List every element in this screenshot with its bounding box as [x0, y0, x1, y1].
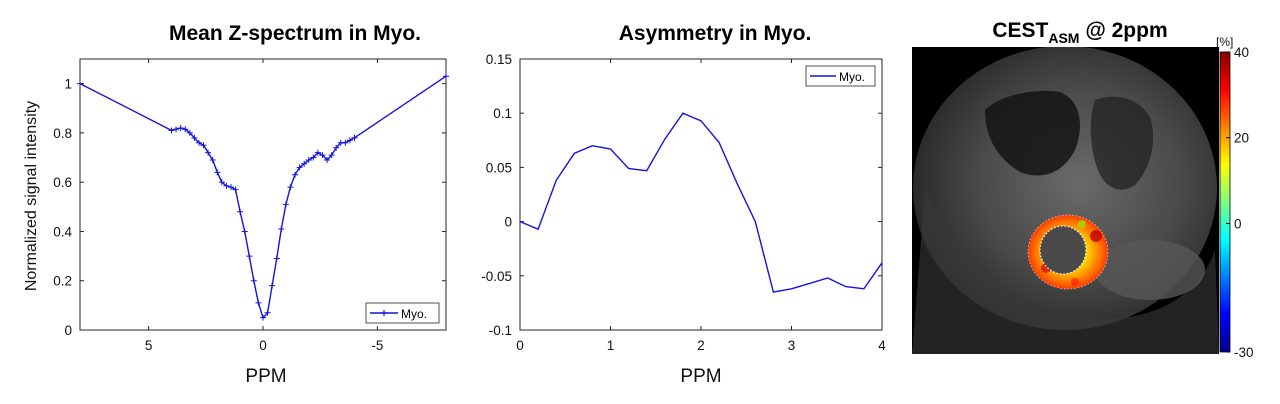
colorbar-unit: [%]: [1216, 35, 1233, 49]
chart1-data-point: [232, 186, 239, 193]
lv-cavity: [1039, 225, 1087, 275]
chart1-data-point: [314, 149, 321, 156]
cest-map-panel: CESTASM @ 2ppm [%] 40 20 0 -30: [912, 19, 1254, 360]
chart1-data-point: [305, 157, 312, 164]
chart1-plot-area: [79, 58, 447, 331]
chart2-x-axis-title: PPM: [680, 366, 721, 387]
chart1-data-point: [255, 299, 262, 306]
myocardium-hotspot: [1090, 230, 1102, 242]
chart1-legend-marker: [381, 310, 387, 316]
asymmetry-chart: Asymmetry in Myo. 0 1 2 3 4 -0.1 -0.05 0 0.05 0.1…: [481, 22, 886, 387]
chart1-legend-box: [365, 302, 440, 324]
chart2-x-tick-label: 1: [607, 338, 615, 353]
chart1-data-point: [287, 184, 294, 191]
chart2-y-tick-label: 0: [504, 215, 512, 230]
chart1-data-point: [282, 201, 289, 208]
chart1-y-tick-label: 0.4: [53, 224, 72, 239]
mri-lung-right: [1090, 96, 1154, 190]
chart1-y-tick-label: 0.6: [53, 175, 72, 190]
chart1-data-point: [200, 142, 207, 149]
chart2-x-tick-label: 2: [697, 338, 705, 353]
chart1-data-point: [342, 139, 349, 146]
chart1-x-tick-label: 5: [145, 338, 153, 353]
chart1-data-point: [214, 169, 221, 176]
cest-map-title: CESTASM @ 2ppm: [992, 19, 1167, 46]
chart1-data-point: [324, 157, 331, 164]
chart1-data-point: [269, 282, 276, 289]
chart1-y-tick-label: 0: [64, 323, 72, 338]
chart1-title: Mean Z-spectrum in Myo.: [169, 22, 421, 45]
chart1-data-point: [328, 152, 335, 159]
chart1-data-point: [168, 127, 175, 134]
chart2-title: Asymmetry in Myo.: [619, 22, 812, 45]
mri-chest-wall: [912, 190, 1219, 354]
chart1-data-point: [246, 253, 253, 260]
chart2-legend: Myo.: [805, 65, 876, 87]
chart1-y-tick-label: 0.2: [53, 274, 72, 289]
chart1-data-point: [77, 80, 83, 87]
mri-liver: [1095, 240, 1205, 300]
chart1-data-point: [191, 134, 198, 141]
chart1-data-point: [173, 126, 180, 133]
chart1-data-point: [177, 124, 184, 131]
chart1-data-point: [241, 228, 248, 235]
chart1-data-point: [346, 137, 353, 144]
chart1-data-point: [278, 225, 285, 232]
chart1-data-point: [195, 139, 202, 146]
chart1-data-point: [296, 164, 303, 171]
mri-image: [912, 47, 1219, 354]
chart2-x-tick-label: 0: [516, 338, 524, 353]
chart1-data-point: [250, 277, 257, 284]
chart1-data-point: [205, 149, 212, 156]
myocardium-outer-contour: [1027, 214, 1109, 290]
chart2-y-tick-label: 0.1: [493, 106, 512, 121]
chart1-data-point: [223, 182, 230, 189]
chart1-data-point: [310, 154, 317, 161]
z-spectrum-chart: Mean Z-spectrum in Myo. 5 0 -5 0 0.2 0.4 0.6 0.…: [23, 22, 449, 387]
chart1-data-point: [273, 255, 280, 262]
chart1-data-point: [227, 184, 234, 191]
chart1-x-axis-title: PPM: [245, 366, 286, 387]
chart1-data-point: [351, 134, 358, 141]
colorbar-gradient: [1219, 51, 1231, 353]
chart1-data-point: [301, 160, 308, 167]
chart2-y-tick-label: 0.15: [486, 52, 512, 67]
chart1-data-point: [186, 129, 193, 136]
chart1-legend-label: Myo.: [401, 307, 427, 321]
chart1-data-point: [292, 171, 299, 178]
myocardium-hotspot: [1071, 278, 1079, 286]
mri-lung-left: [985, 90, 1080, 176]
chart1-data-point: [218, 179, 225, 186]
colorbar-tick-label: 0: [1234, 216, 1242, 231]
chart2-plot-area: [519, 58, 883, 331]
chart2-y-tick-label: -0.1: [489, 323, 512, 338]
chart1-data-point: [260, 314, 266, 321]
chart1-data-point: [264, 309, 271, 316]
chart1-x-tick-label: -5: [371, 338, 383, 353]
chart2-y-tick-label: -0.05: [481, 269, 512, 284]
chart1-data-point: [443, 73, 449, 80]
chart1-data-point: [319, 152, 326, 159]
chart2-series-line: [519, 112, 883, 293]
colorbar-tick-label: 20: [1234, 131, 1249, 146]
myocardium-greenspot: [1078, 220, 1086, 228]
chart2-legend-box: [805, 65, 876, 87]
chart2-legend-label: Myo.: [839, 70, 865, 84]
chart1-y-axis-title: Normalized signal intensity: [23, 101, 40, 291]
chart1-x-tick-label: 0: [259, 338, 267, 353]
chart1-data-point: [333, 144, 340, 151]
chart1-data-point: [209, 157, 216, 164]
chart1-data-point: [237, 208, 244, 215]
chart2-y-tick-label: 0.05: [486, 160, 512, 175]
chart1-data-point: [182, 126, 189, 133]
chart1-y-tick-label: 1: [64, 77, 72, 92]
chart1-legend: Myo.: [365, 302, 440, 324]
chart2-x-tick-label: 4: [878, 338, 886, 353]
colorbar: [%] 40 20 0 -30: [1216, 35, 1254, 360]
colorbar-tick-label: -30: [1234, 345, 1254, 360]
chart2-x-tick-label: 3: [788, 338, 796, 353]
chart1-y-tick-label: 0.8: [53, 126, 72, 141]
colorbar-tick-label: 40: [1234, 45, 1249, 60]
